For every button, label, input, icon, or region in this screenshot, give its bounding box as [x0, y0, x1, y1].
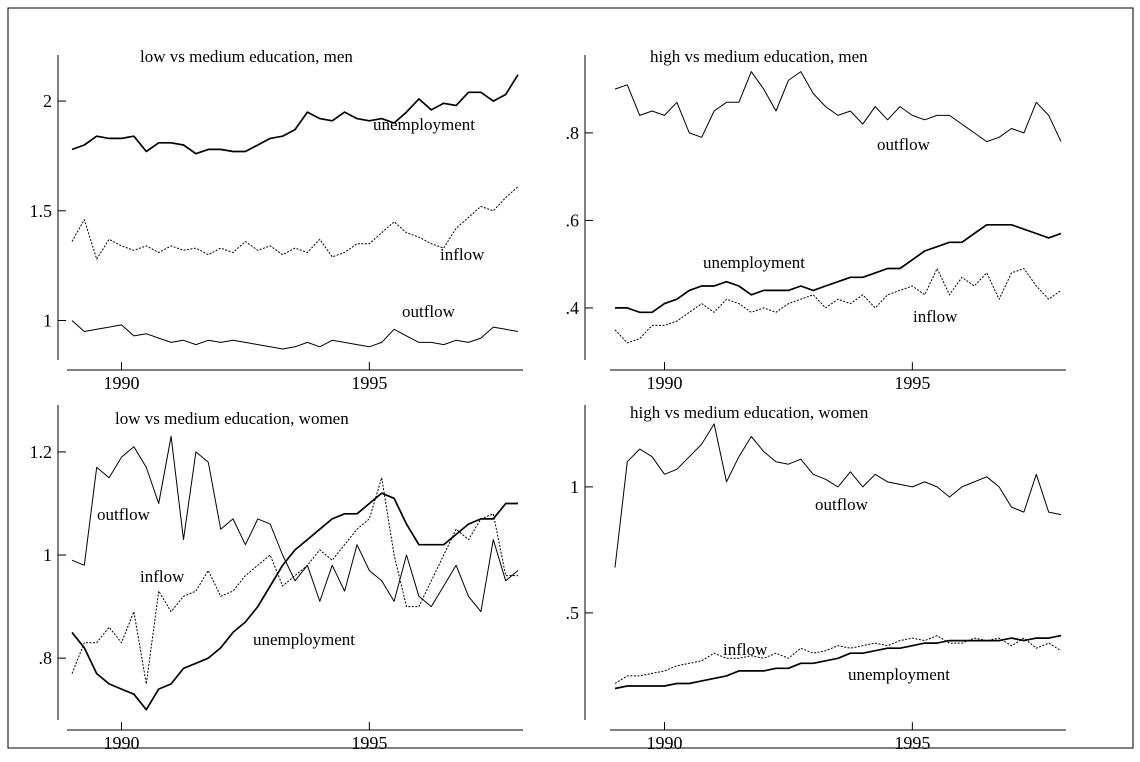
series-label: inflow: [723, 640, 768, 659]
series-label: outflow: [97, 505, 151, 524]
y-tick-label: 1.2: [30, 442, 53, 462]
series-label: inflow: [913, 307, 958, 326]
chart-title: high vs medium education, women: [630, 403, 869, 422]
series-line: [71, 492, 518, 711]
series-label: inflow: [140, 567, 185, 586]
series-line: [614, 635, 1062, 684]
series-line: [71, 74, 519, 155]
frame: [7, 7, 1134, 749]
series-label: unemployment: [703, 253, 805, 272]
series-label: unemployment: [373, 115, 475, 134]
y-tick-label: 1: [570, 477, 579, 497]
x-tick-label: 1990: [647, 373, 683, 393]
series-line: [615, 223, 1062, 314]
y-tick-label: 1.5: [30, 201, 53, 221]
x-tick-label: 1995: [894, 733, 930, 753]
x-tick-label: 1990: [104, 373, 140, 393]
y-tick-label: .8: [39, 648, 53, 668]
series-label: outflow: [402, 302, 456, 321]
series-line: [614, 268, 1062, 344]
y-tick-label: 1: [43, 311, 52, 331]
x-tick-label: 1990: [647, 733, 683, 753]
series-label: unemployment: [848, 665, 950, 684]
chart-title: low vs medium education, men: [140, 47, 353, 66]
y-tick-label: 2: [43, 91, 52, 111]
x-tick-label: 1995: [894, 373, 930, 393]
chart-title: high vs medium education, men: [650, 47, 868, 66]
y-tick-label: 1: [43, 545, 52, 565]
y-tick-label: .6: [566, 210, 580, 230]
series-label: outflow: [815, 495, 869, 514]
series-line: [71, 435, 519, 613]
series-line: [614, 634, 1062, 690]
y-tick-label: .8: [566, 123, 580, 143]
y-tick-label: .5: [566, 603, 580, 623]
series-line: [614, 423, 1062, 568]
y-tick-label: .4: [566, 298, 580, 318]
series-line: [71, 320, 519, 350]
x-tick-label: 1990: [104, 733, 140, 753]
series-label: inflow: [440, 245, 485, 264]
series-line: [614, 71, 1062, 143]
chart-title: low vs medium education, women: [115, 409, 349, 428]
x-tick-label: 1995: [351, 373, 387, 393]
series-line: [71, 477, 518, 685]
series-line: [71, 186, 519, 260]
series-label: unemployment: [253, 630, 355, 649]
x-tick-label: 1995: [351, 733, 387, 753]
series-label: outflow: [877, 135, 931, 154]
